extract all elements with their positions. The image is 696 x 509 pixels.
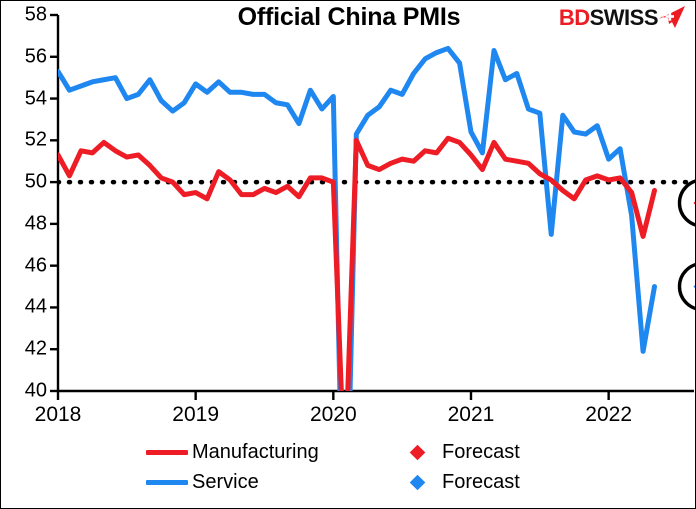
x-tick-label: 2021: [447, 403, 495, 426]
logo-text-swiss: SWISS: [589, 5, 659, 30]
chart-legend: Manufacturing Forecast Service Forecast: [1, 436, 695, 498]
y-tick-label: 42: [24, 337, 47, 360]
x-tick-label: 2018: [34, 403, 82, 426]
y-tick-label: 58: [24, 3, 47, 26]
y-tick-label: 44: [24, 295, 47, 318]
bdswiss-logo: BD SWISS: [559, 5, 685, 31]
legend-diamond-swatch-manufacturing: [396, 444, 442, 460]
legend-item-manufacturing[interactable]: Manufacturing: [146, 438, 319, 466]
y-tick-label: 52: [24, 128, 47, 151]
y-tick-label: 46: [24, 254, 47, 277]
legend-line-swatch-service: [146, 479, 192, 485]
legend-line-swatch-manufacturing: [146, 449, 192, 455]
legend-label-manufacturing: Manufacturing: [192, 440, 319, 463]
legend-diamond-swatch-service: [396, 474, 442, 490]
legend-label-service: Service: [192, 470, 259, 493]
legend-item-service[interactable]: Service: [146, 468, 259, 496]
legend-label-forecast-service: Forecast: [442, 470, 520, 493]
page-title: Official China PMIs: [237, 3, 461, 31]
x-tick-label: 2022: [585, 403, 632, 426]
swiss-cross-arrow-icon: [659, 6, 685, 28]
y-tick-label: 54: [24, 87, 47, 110]
x-tick-label: 2020: [309, 403, 357, 426]
logo-text-bd: BD: [558, 5, 590, 30]
y-axis-ticks: [50, 13, 58, 393]
highlight-circle: [677, 179, 695, 227]
forecast-diamond: [693, 201, 695, 205]
manufacturing-line: [58, 135, 657, 391]
legend-item-forecast-service[interactable]: Forecast: [396, 468, 520, 496]
service-line: [58, 45, 657, 391]
legend-label-forecast-manufacturing: Forecast: [442, 440, 520, 463]
x-tick-label: 2019: [172, 403, 220, 426]
legend-item-forecast-manufacturing[interactable]: Forecast: [396, 438, 520, 466]
x-axis-ticks: [56, 391, 610, 400]
highlight-circle: [677, 263, 695, 311]
y-tick-label: 56: [24, 45, 47, 68]
y-tick-label: 48: [24, 212, 47, 235]
y-tick-label: 40: [24, 379, 47, 402]
forecast-markers: [677, 179, 695, 311]
forecast-diamond: [693, 285, 695, 289]
forecast-marker-service: [677, 263, 695, 311]
y-tick-label: 50: [24, 170, 47, 193]
forecast-marker-manufacturing: [677, 179, 695, 227]
